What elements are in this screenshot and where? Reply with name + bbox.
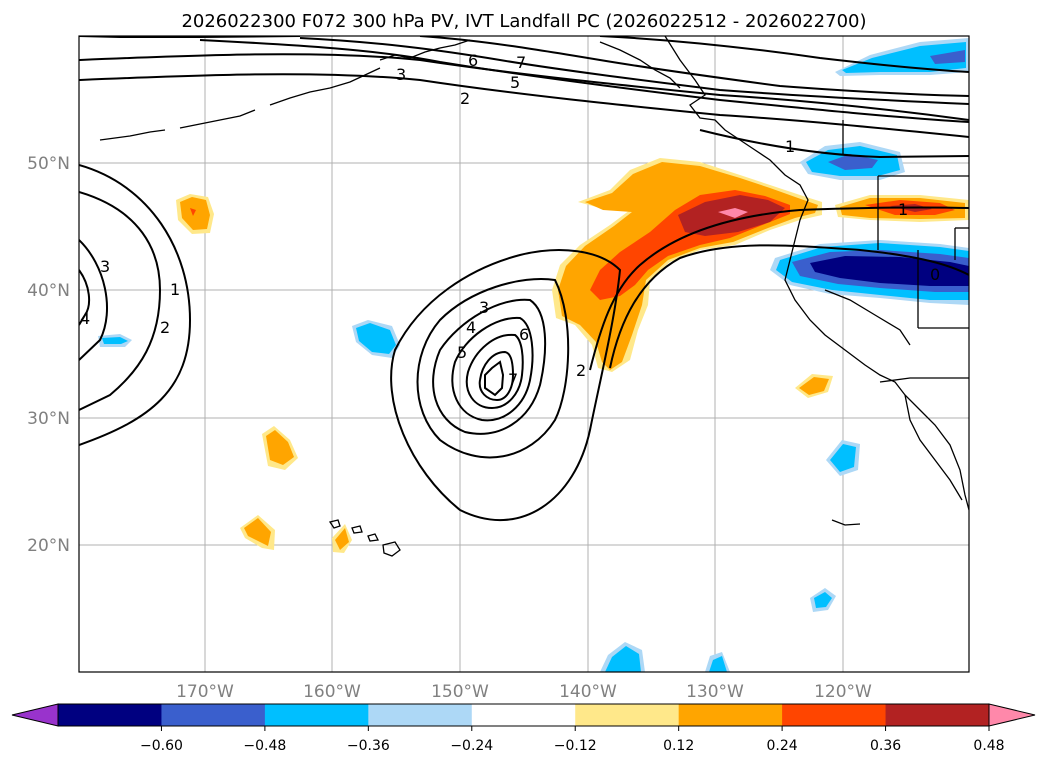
contour-label: 5 — [457, 343, 467, 362]
lat-label: 50°N — [27, 154, 70, 174]
lon-label: 150°W — [431, 682, 489, 702]
positive-pc-shading — [176, 158, 969, 553]
colorbar-bin — [575, 704, 680, 726]
colorbar-bin — [161, 704, 266, 726]
colorbar-bin — [58, 704, 162, 726]
map-panel: 7 6 5 3 2 1 3 4 1 2 3 4 5 6 7 2 1 0 — [79, 36, 969, 672]
colorbar-tick-label: −0.48 — [243, 738, 286, 754]
colorbar-min-extend — [11, 703, 59, 727]
figure-title: 2026022300 F072 300 hPa PV, IVT Landfall… — [181, 11, 866, 32]
longitude-labels: 170°W 160°W 150°W 140°W 130°W 120°W — [176, 682, 872, 702]
contour-label: 7 — [508, 370, 518, 389]
lat-label: 30°N — [27, 409, 70, 429]
lon-label: 140°W — [559, 682, 617, 702]
colorbar-bin — [471, 704, 576, 726]
pv-contours — [79, 36, 969, 521]
colorbar-bin — [678, 704, 783, 726]
contour-label: 1 — [898, 200, 908, 219]
colorbar-max-extend — [988, 703, 1036, 727]
lon-label: 170°W — [176, 682, 234, 702]
colorbar-bin — [782, 704, 887, 726]
colorbar-tick-label: −0.12 — [554, 738, 597, 754]
contour-label: 5 — [510, 73, 520, 92]
colorbar-tick-label: 0.36 — [870, 738, 901, 754]
contour-label: 2 — [160, 318, 170, 337]
contour-label: 0 — [930, 265, 940, 284]
colorbar-tick-label: 0.12 — [663, 738, 694, 754]
negative-pc-shading — [98, 38, 969, 672]
latitude-labels: 50°N 40°N 30°N 20°N — [27, 154, 70, 556]
lon-label: 160°W — [303, 682, 361, 702]
contour-label: 3 — [396, 65, 406, 84]
contour-labels: 7 6 5 3 2 1 3 4 1 2 3 4 5 6 7 2 1 0 — [80, 51, 940, 389]
lat-label: 40°N — [27, 281, 70, 301]
lat-label: 20°N — [27, 536, 70, 556]
colorbar: −0.60 −0.48 −0.36 −0.24 −0.12 0.12 0.24 0.36 0.4… — [11, 703, 1036, 754]
colorbar-tick-label: 0.24 — [767, 738, 798, 754]
contour-label: 2 — [576, 361, 586, 380]
colorbar-tick-label: 0.48 — [973, 738, 1004, 754]
lon-label: 120°W — [814, 682, 872, 702]
contour-label: 3 — [100, 257, 110, 276]
contour-label: 4 — [80, 309, 90, 328]
colorbar-tick-label: −0.36 — [347, 738, 390, 754]
colorbar-bin — [264, 704, 369, 726]
colorbar-tick-label: −0.60 — [140, 738, 183, 754]
colorbar-tick-label: −0.24 — [450, 738, 493, 754]
lon-label: 130°W — [686, 682, 744, 702]
colorbar-bin — [885, 704, 990, 726]
contour-label: 1 — [785, 137, 795, 156]
contour-label: 6 — [519, 325, 529, 344]
contour-label: 6 — [468, 51, 478, 70]
colorbar-bin — [368, 704, 473, 726]
contour-label: 2 — [460, 89, 470, 108]
contour-label: 3 — [479, 298, 489, 317]
map-frame — [78, 35, 970, 673]
contour-label: 1 — [170, 280, 180, 299]
contour-label: 4 — [466, 318, 476, 337]
contour-label: 7 — [516, 53, 526, 72]
